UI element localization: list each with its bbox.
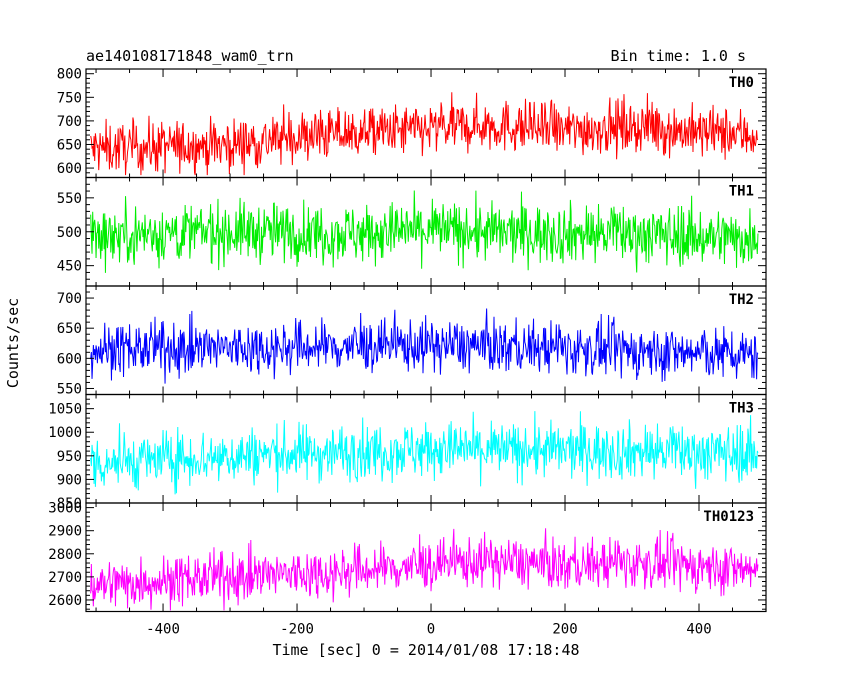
- panel-th1: 450 500 550 TH1: [57, 176, 767, 287]
- bin-time-label: Bin time: 1.0 s: [611, 47, 746, 65]
- y-tick-label: 2800: [48, 547, 82, 563]
- y-tick-label: 650: [57, 137, 82, 153]
- y-tick-label: 900: [57, 472, 82, 488]
- y-tick-label: 750: [57, 90, 82, 106]
- panel-label-th0123: TH0123: [703, 509, 754, 525]
- y-tick-label: 1000: [48, 425, 82, 441]
- panel-label-th0: TH0: [729, 75, 754, 91]
- panel-th0: 600 650 700 750 800 TH0: [57, 67, 767, 179]
- y-tick-label: 650: [57, 321, 82, 337]
- x-tick-label: 400: [686, 622, 711, 638]
- y-tick-label: 1050: [48, 402, 82, 418]
- y-tick-label: 550: [57, 191, 82, 207]
- panel-th3: 850 900 950 1000 1050 TH3: [48, 393, 767, 512]
- y-tick-label: 2700: [48, 570, 82, 586]
- y-tick-label: 450: [57, 259, 82, 275]
- y-tick-label: 550: [57, 381, 82, 397]
- y-tick-label: 700: [57, 114, 82, 130]
- series-line-th0123: [90, 528, 759, 611]
- series-line-th2: [90, 308, 759, 384]
- panel-frame: [85, 393, 767, 504]
- panels-group: 600 650 700 750 800 TH0 450 500 550 TH1 550 600 650 7…: [48, 67, 767, 638]
- x-tick-label: -400: [146, 622, 180, 638]
- y-tick-label: 950: [57, 449, 82, 465]
- y-tick-label: 600: [57, 351, 82, 367]
- x-tick-label: 0: [427, 622, 435, 638]
- y-axis-label: Counts/sec: [4, 298, 22, 388]
- series-line-th0: [90, 92, 759, 176]
- y-tick-label: 3000: [48, 501, 82, 517]
- y-tick-label: 2900: [48, 524, 82, 540]
- chart-title: ae140108171848_wam0_trn: [86, 47, 294, 65]
- x-axis-label: Time [sec] 0 = 2014/01/08 17:18:48: [272, 641, 579, 659]
- y-tick-label: 800: [57, 67, 82, 83]
- x-tick-label: 200: [552, 622, 577, 638]
- x-tick-label: -200: [280, 622, 314, 638]
- panel-label-th3: TH3: [729, 401, 754, 417]
- y-tick-label: 500: [57, 225, 82, 241]
- panel-th0123: 2600 2700 2800 2900 3000 TH0123: [48, 501, 767, 613]
- panel-label-th2: TH2: [729, 292, 754, 308]
- y-tick-label: 700: [57, 291, 82, 307]
- panel-frame: [85, 502, 767, 613]
- y-tick-label: 600: [57, 161, 82, 177]
- series-line-th1: [90, 190, 759, 273]
- y-tick-label: 850: [57, 496, 82, 512]
- panel-label-th1: TH1: [729, 184, 754, 200]
- y-tick-label: 2600: [48, 593, 82, 609]
- panel-th2: 550 600 650 700 TH2: [57, 285, 767, 397]
- series-line-th3: [90, 411, 759, 495]
